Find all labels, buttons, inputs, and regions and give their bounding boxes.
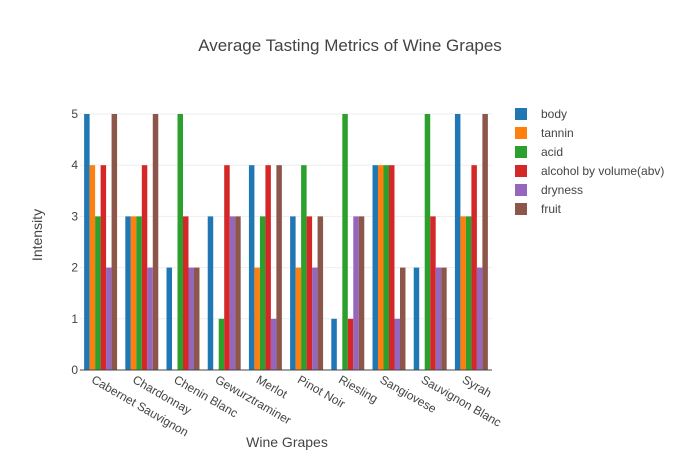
bar-acid-merlot[interactable] [259, 216, 266, 370]
chart-title: Average Tasting Metrics of Wine Grapes [198, 36, 502, 55]
bar-alcohol-by-volume-abv--cabernet-sauvignon[interactable] [100, 165, 107, 370]
x-axis-title: Wine Grapes [246, 434, 328, 450]
legend-item[interactable]: body [515, 107, 567, 121]
bar-fruit-gewurztraminer[interactable] [235, 216, 241, 370]
legend[interactable]: body tannin acid alcohol by volume(abv) dryn… [515, 107, 664, 216]
bar-dryness-gewurztraminer[interactable] [229, 216, 236, 370]
bar-fruit-riesling[interactable] [358, 216, 365, 370]
legend-swatch [515, 146, 527, 158]
bar-body-sangiovese[interactable] [372, 165, 379, 370]
legend-label: alcohol by volume(abv) [541, 164, 664, 178]
y-tick-labels: 0 1 2 3 4 5 [71, 107, 78, 377]
bar-fruit-cabernet-sauvignon[interactable] [111, 114, 118, 370]
bar-dryness-pinot-noir[interactable] [312, 267, 318, 370]
bar-dryness-chenin-blanc[interactable] [188, 267, 194, 370]
bar-alcohol-by-volume-abv--chardonnay[interactable] [141, 165, 148, 370]
bar-dryness-syrah[interactable] [476, 267, 483, 370]
bar-tannin-merlot[interactable] [254, 267, 260, 370]
bar-acid-pinot-noir[interactable] [301, 165, 307, 370]
bars [84, 114, 488, 370]
legend-label: tannin [541, 126, 574, 140]
legend-label: body [541, 107, 567, 121]
legend-swatch [515, 165, 527, 177]
bar-acid-chenin-blanc[interactable] [177, 114, 183, 370]
bar-fruit-chardonnay[interactable] [152, 114, 159, 370]
bar-body-syrah[interactable] [454, 114, 461, 370]
bar-dryness-riesling[interactable] [353, 216, 359, 370]
bar-fruit-syrah[interactable] [482, 114, 488, 370]
bar-alcohol-by-volume-abv--sangiovese[interactable] [389, 165, 395, 370]
bar-dryness-sangiovese[interactable] [394, 318, 400, 370]
y-tick-label: 4 [71, 158, 78, 172]
legend-item[interactable]: dryness [515, 183, 583, 197]
bar-body-riesling[interactable] [331, 318, 337, 370]
bar-alcohol-by-volume-abv--riesling[interactable] [347, 318, 354, 370]
legend-label: fruit [541, 202, 562, 216]
bar-body-sauvignon-blanc[interactable] [413, 267, 420, 370]
bar-tannin-cabernet-sauvignon[interactable] [89, 165, 96, 370]
legend-label: acid [541, 145, 563, 159]
bar-acid-cabernet-sauvignon[interactable] [95, 216, 101, 370]
legend-label: dryness [541, 183, 583, 197]
bar-fruit-chenin-blanc[interactable] [193, 267, 200, 370]
y-axis-title: Intensity [29, 209, 45, 261]
y-tick-label: 3 [71, 209, 78, 223]
bar-body-gewurztraminer[interactable] [207, 216, 214, 370]
bar-acid-riesling[interactable] [342, 114, 348, 370]
bar-tannin-chardonnay[interactable] [130, 216, 137, 370]
legend-item[interactable]: alcohol by volume(abv) [515, 164, 664, 178]
bar-body-pinot-noir[interactable] [290, 216, 296, 370]
bar-body-cabernet-sauvignon[interactable] [84, 114, 90, 370]
bar-acid-gewurztraminer[interactable] [218, 318, 225, 370]
bar-body-chardonnay[interactable] [125, 216, 131, 370]
bar-alcohol-by-volume-abv--syrah[interactable] [471, 165, 477, 370]
legend-swatch [515, 127, 527, 139]
bar-alcohol-by-volume-abv--gewurztraminer[interactable] [224, 165, 230, 370]
bar-dryness-sauvignon-blanc[interactable] [435, 267, 442, 370]
y-tick-label: 2 [71, 261, 78, 275]
bar-fruit-sangiovese[interactable] [399, 267, 406, 370]
legend-item[interactable]: tannin [515, 126, 574, 140]
legend-swatch [515, 108, 527, 120]
bar-dryness-chardonnay[interactable] [147, 267, 153, 370]
bar-tannin-syrah[interactable] [460, 216, 466, 370]
bar-fruit-merlot[interactable] [276, 165, 282, 370]
bar-alcohol-by-volume-abv--pinot-noir[interactable] [306, 216, 313, 370]
bar-alcohol-by-volume-abv--sauvignon-blanc[interactable] [430, 216, 436, 370]
bar-acid-sauvignon-blanc[interactable] [424, 114, 431, 370]
bar-dryness-merlot[interactable] [270, 318, 277, 370]
y-tick-label: 5 [71, 107, 78, 121]
bar-acid-sangiovese[interactable] [383, 165, 389, 370]
bar-alcohol-by-volume-abv--chenin-blanc[interactable] [183, 216, 189, 370]
legend-swatch [515, 203, 527, 215]
bar-acid-syrah[interactable] [465, 216, 472, 370]
bar-tannin-sangiovese[interactable] [378, 165, 384, 370]
bar-acid-chardonnay[interactable] [136, 216, 142, 370]
bar-fruit-pinot-noir[interactable] [317, 216, 324, 370]
legend-item[interactable]: acid [515, 145, 563, 159]
bar-tannin-pinot-noir[interactable] [295, 267, 302, 370]
bar-body-chenin-blanc[interactable] [166, 267, 173, 370]
legend-swatch [515, 184, 527, 196]
bar-dryness-cabernet-sauvignon[interactable] [106, 267, 112, 370]
y-tick-label: 1 [71, 312, 78, 326]
legend-item[interactable]: fruit [515, 202, 562, 216]
bar-alcohol-by-volume-abv--merlot[interactable] [265, 165, 271, 370]
y-tick-label: 0 [71, 363, 78, 377]
bar-body-merlot[interactable] [248, 165, 255, 370]
bar-fruit-sauvignon-blanc[interactable] [441, 267, 447, 370]
